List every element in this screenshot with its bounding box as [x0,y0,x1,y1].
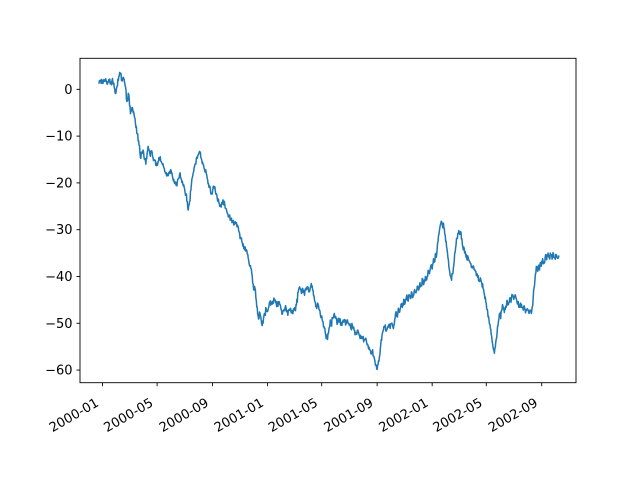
x-tick-label: 2002-09 [486,396,541,436]
y-tick-label: −50 [45,317,72,332]
axes-spines [79,57,577,384]
x-tick-label: 2001-01 [212,396,267,436]
y-tick-label: −40 [45,270,72,285]
y-tick-label: −10 [45,130,72,145]
y-tick-label: 0 [64,83,72,98]
x-tick-label: 2002-05 [431,396,486,436]
axes-group: 2000-01 2000-05 2000-09 2001-01 2001-05 2001-… [45,57,577,436]
x-tick-label: 2000-05 [102,396,157,436]
x-tick-label: 2000-09 [157,396,212,436]
plot-area [80,58,576,383]
y-tick-label: −20 [45,176,72,191]
y-tick-label: −60 [45,364,72,379]
data-line-random-walk [98,71,560,371]
y-tick-label: −30 [45,223,72,238]
x-tick-label: 2002-01 [377,396,432,436]
x-tick-label: 2001-05 [266,396,321,436]
x-tick-label: 2000-01 [47,396,102,436]
x-tick-label: 2001-09 [322,396,377,436]
